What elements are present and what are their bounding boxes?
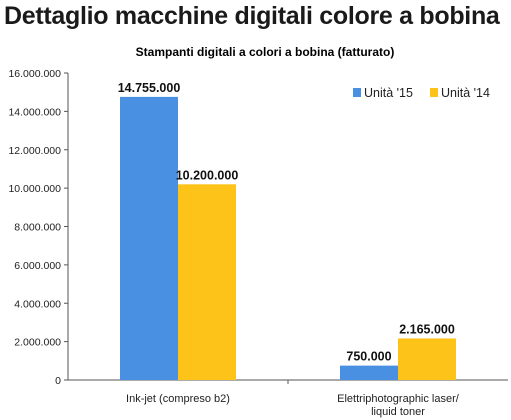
y-tick-label: 4.000.000 [14,298,61,310]
legend-label: Unità '15 [364,86,413,100]
y-tick-label: 16.000.000 [8,68,61,80]
chart-title: Stampanti digitali a colori a bobina (fa… [136,45,395,59]
bar [178,184,236,380]
legend-swatch [353,88,361,97]
bar [398,338,456,380]
y-tick-label: 12.000.000 [8,145,61,157]
x-category-label: Ink-jet (compreso b2) [126,393,230,405]
x-category-label: Elettriphotographic laser/liquid toner [337,393,460,418]
chart-bars: 14.755.000 10.200.000 750.000 2.165.000 [118,81,456,381]
chart-legend: Unità '15 Unità '14 [353,86,490,100]
bar-value-label: 2.165.000 [399,322,455,336]
y-tick-label: 14.000.000 [8,106,61,118]
bar [120,96,178,381]
bar-value-label: 14.755.000 [118,81,181,95]
bar [340,365,398,380]
y-tick-label: 10.000.000 [8,183,61,195]
chart-axes: 0 2.000.000 4.000.000 6.000.000 8.000.000 10.… [8,68,508,418]
legend-swatch [430,88,438,97]
y-tick-label: 8.000.000 [14,222,61,234]
y-tick-label: 6.000.000 [14,260,61,272]
bar-value-label: 750.000 [346,350,391,364]
page-title: Dettaglio macchine digitali colore a bob… [4,2,500,30]
legend-label: Unità '14 [441,86,490,100]
y-tick-label: 2.000.000 [14,337,61,349]
bar-value-label: 10.200.000 [176,168,239,182]
y-tick-label: 0 [55,375,61,387]
